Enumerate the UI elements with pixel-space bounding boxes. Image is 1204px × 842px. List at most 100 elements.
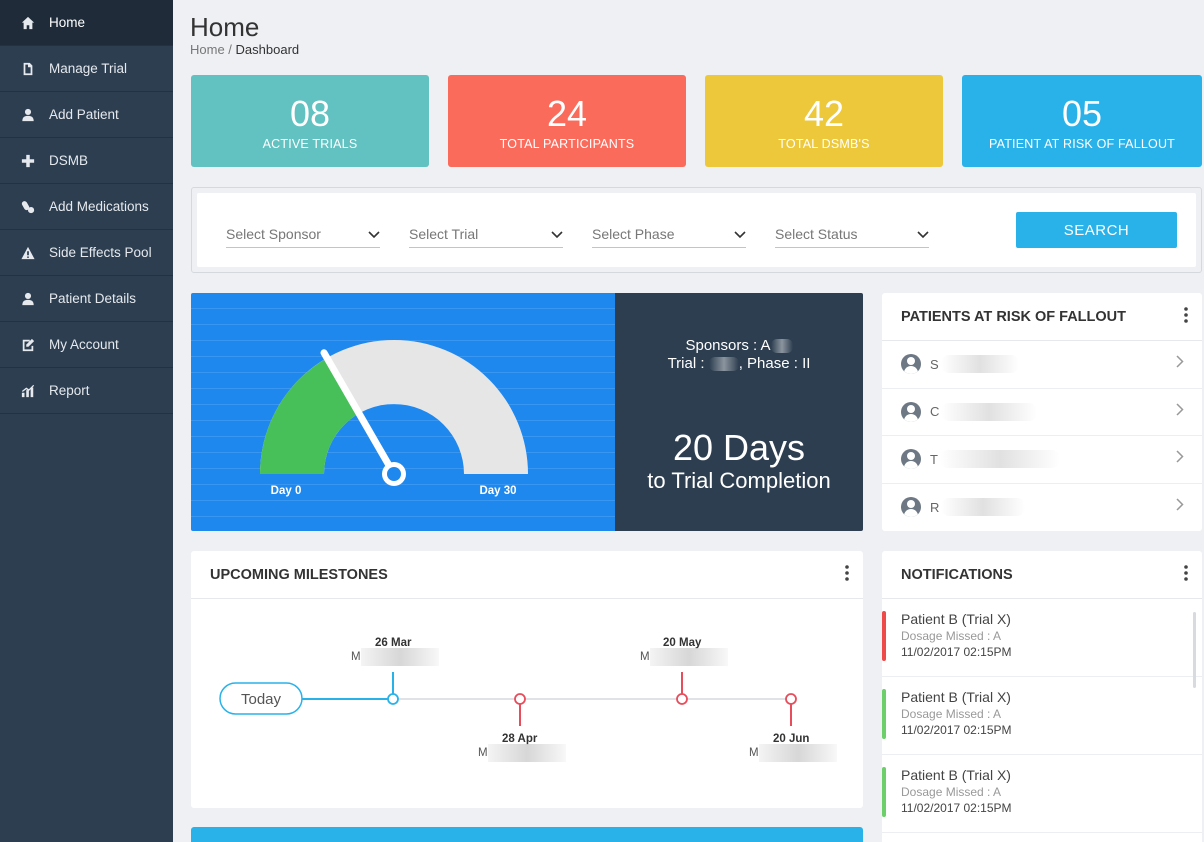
- breadcrumb-separator: /: [224, 42, 236, 57]
- milestone-name: M: [749, 744, 837, 762]
- phase-select[interactable]: Select Phase: [592, 221, 746, 248]
- list-item[interactable]: S: [882, 341, 1202, 389]
- card-title: NOTIFICATIONS: [901, 566, 1013, 583]
- redacted-block: [941, 498, 1026, 517]
- phase-select-value: Select Phase: [592, 226, 675, 242]
- trial-progress-gauge-panel: Day 0 Day 30: [191, 293, 615, 531]
- sidebar-item-report[interactable]: Report: [0, 368, 173, 414]
- today-marker: [219, 682, 303, 715]
- avatar: [901, 497, 921, 518]
- notifications-scrollbar[interactable]: [1193, 612, 1196, 688]
- more-vertical-icon[interactable]: [845, 564, 849, 585]
- redacted-block: [360, 648, 439, 666]
- patient-name: R: [930, 499, 940, 515]
- card-header: PATIENTS AT RISK OF FALLOUT: [882, 293, 1202, 341]
- sidebar-item-manage-trial[interactable]: Manage Trial: [0, 46, 173, 92]
- sidebar-item-add-patient[interactable]: Add Patient: [0, 92, 173, 138]
- sponsor-select-value: Select Sponsor: [226, 226, 321, 242]
- sidebar-item-add-medications[interactable]: Add Medications: [0, 184, 173, 230]
- home-icon: [20, 15, 36, 31]
- sidebar-item-side-effects-pool[interactable]: Side Effects Pool: [0, 230, 173, 276]
- filter-panel: Select Sponsor Select Trial Select Phase…: [197, 193, 1196, 267]
- milestone-name: M: [478, 744, 566, 762]
- edit-icon: [20, 337, 36, 353]
- upcoming-milestones-card: UPCOMING MILESTONES Today 26 Mar M 28 Ap…: [191, 551, 863, 808]
- sidebar-item-label: Side Effects Pool: [49, 245, 152, 260]
- gauge-start-label: Day 0: [271, 485, 302, 497]
- milestones-timeline: Today: [219, 672, 797, 726]
- search-button[interactable]: SEARCH: [1016, 212, 1177, 248]
- notification-detail: Dosage Missed : A: [901, 707, 1002, 721]
- chevron-right-icon: [1176, 498, 1184, 516]
- stat-card-total-dsmbs[interactable]: 42 TOTAL DSMB'S: [705, 75, 943, 167]
- sidebar-item-label: Manage Trial: [49, 61, 128, 76]
- status-select[interactable]: Select Status: [775, 221, 929, 248]
- sidebar-item-dsmb[interactable]: DSMB: [0, 138, 173, 184]
- redacted-block: [770, 339, 793, 354]
- filter-bar: Select Sponsor Select Trial Select Phase…: [191, 187, 1202, 273]
- milestone-name-initial: M: [351, 651, 361, 663]
- trial-select-value: Select Trial: [409, 226, 479, 242]
- avatar: [901, 449, 921, 470]
- milestone-point[interactable]: [785, 693, 797, 705]
- more-vertical-icon[interactable]: [1184, 306, 1188, 327]
- medication-icon: [20, 199, 36, 215]
- card-header: UPCOMING MILESTONES: [191, 551, 863, 599]
- sidebar-item-label: Patient Details: [49, 291, 137, 306]
- redacted-block: [758, 744, 837, 762]
- notification-status-bar: [882, 689, 886, 739]
- stat-value: 05: [1061, 93, 1103, 134]
- chevron-right-icon: [1176, 450, 1184, 468]
- chevron-down-icon: [551, 226, 563, 242]
- list-item[interactable]: C: [882, 389, 1202, 436]
- avatar: [901, 401, 921, 422]
- user-icon: [20, 291, 36, 307]
- milestone-point[interactable]: [676, 693, 688, 705]
- list-item[interactable]: R: [882, 484, 1202, 532]
- redacted-block: [939, 450, 1060, 469]
- notification-detail: Dosage Missed : A: [901, 629, 1002, 643]
- stat-label: TOTAL PARTICIPANTS: [499, 137, 635, 151]
- breadcrumb-current: Dashboard: [235, 42, 300, 57]
- notification-item[interactable]: Patient B (Trial X) Dosage Missed : A 11…: [882, 599, 1202, 677]
- stat-card-active-trials[interactable]: 08 ACTIVE TRIALS: [191, 75, 429, 167]
- stat-label: TOTAL DSMB'S: [778, 137, 870, 151]
- sponsors-text: Sponsors : A: [685, 337, 771, 354]
- milestone-name: M: [640, 648, 728, 666]
- status-select-value: Select Status: [775, 226, 858, 242]
- notification-item[interactable]: Patient B (Trial X) Dosage Missed : A 11…: [882, 755, 1202, 833]
- trial-text: Trial :: [667, 355, 709, 372]
- patients-at-risk-card: PATIENTS AT RISK OF FALLOUT S C T R: [882, 293, 1202, 531]
- gauge-end-label: Day 30: [479, 485, 516, 497]
- next-panel-header: [191, 827, 863, 842]
- more-vertical-icon[interactable]: [1184, 564, 1188, 585]
- milestone-point[interactable]: [514, 693, 526, 705]
- plus-icon: [20, 153, 36, 169]
- stat-card-patients-at-risk[interactable]: 05 PATIENT AT RISK OF FALLOUT: [962, 75, 1202, 167]
- milestone-date: 20 May: [663, 637, 702, 649]
- breadcrumb-home[interactable]: Home: [190, 42, 225, 57]
- milestone-date: 26 Mar: [375, 637, 412, 649]
- sidebar-item-patient-details[interactable]: Patient Details: [0, 276, 173, 322]
- redacted-block: [487, 744, 566, 762]
- trial-select[interactable]: Select Trial: [409, 221, 563, 248]
- stat-card-total-participants[interactable]: 24 TOTAL PARTICIPANTS: [448, 75, 686, 167]
- notification-detail: Dosage Missed : A: [901, 785, 1002, 799]
- avatar: [901, 354, 921, 375]
- sidebar-item-label: My Account: [49, 337, 119, 352]
- chevron-right-icon: [1176, 355, 1184, 373]
- sidebar-item-home[interactable]: Home: [0, 0, 173, 46]
- sponsor-select[interactable]: Select Sponsor: [226, 221, 380, 248]
- notification-title: Patient B (Trial X): [901, 611, 1011, 627]
- user-icon: [20, 107, 36, 123]
- list-item[interactable]: T: [882, 436, 1202, 484]
- milestone-date: 20 Jun: [773, 733, 810, 745]
- chevron-right-icon: [1176, 403, 1184, 421]
- card-title: PATIENTS AT RISK OF FALLOUT: [901, 308, 1127, 325]
- gauge-fill: [260, 357, 359, 474]
- sidebar-item-my-account[interactable]: My Account: [0, 322, 173, 368]
- milestone-point[interactable]: [387, 693, 399, 705]
- notification-item[interactable]: Patient B (Trial X) Dosage Missed : A 11…: [882, 677, 1202, 755]
- notifications-card: NOTIFICATIONS Patient B (Trial X) Dosage…: [882, 551, 1202, 842]
- warning-icon: [20, 245, 36, 261]
